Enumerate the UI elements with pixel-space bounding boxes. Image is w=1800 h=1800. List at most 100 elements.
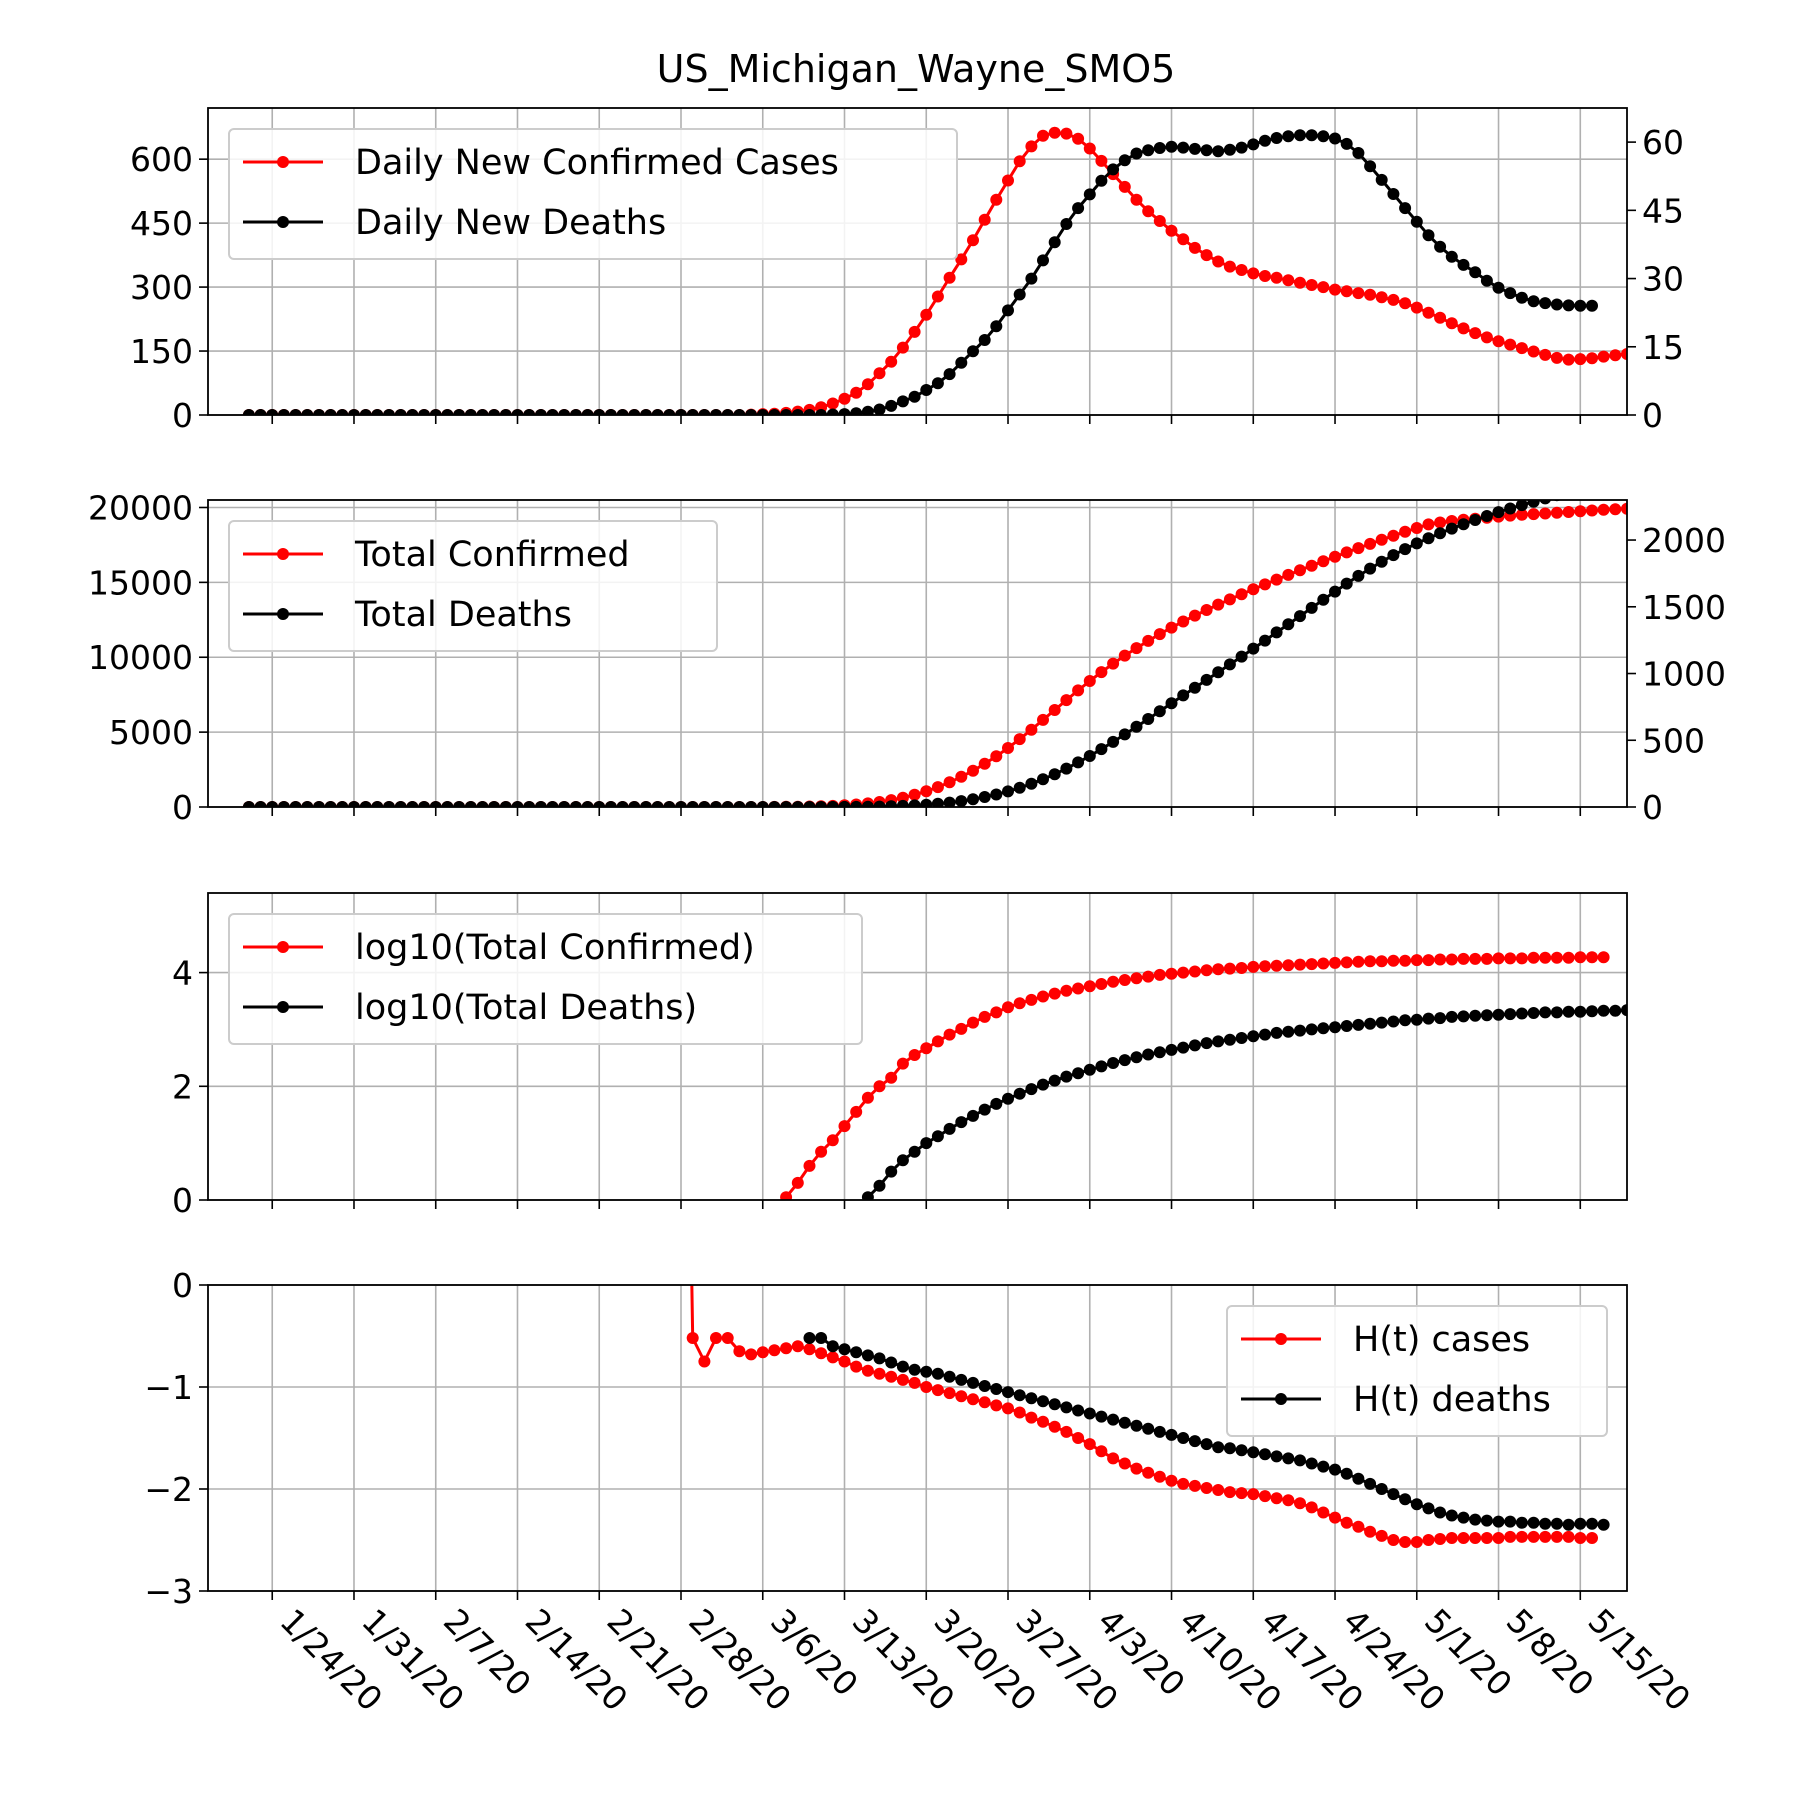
data-point-log10-total-confirmed [955, 1022, 968, 1035]
data-point-daily-new-deaths [558, 409, 571, 415]
data-point-h-t-deaths [1597, 1518, 1610, 1531]
data-point-log10-total-confirmed [1352, 955, 1365, 968]
data-point-h-t-deaths [1060, 1401, 1073, 1414]
data-point-total-deaths [1118, 728, 1131, 741]
data-point-h-t-cases [1130, 1462, 1143, 1475]
panels: 0 150 300 450 600 0 15 30 45 60 Daily New Confirme… [88, 107, 1726, 1611]
data-point-total-deaths [1305, 601, 1318, 614]
data-point-log10-total-deaths [1492, 1008, 1505, 1021]
data-point-log10-total-confirmed [1048, 987, 1061, 1000]
data-point-h-t-cases [710, 1332, 722, 1344]
data-point-total-confirmed [1282, 568, 1295, 581]
data-point-h-t-cases [1387, 1534, 1400, 1546]
data-point-daily-new-deaths [359, 409, 372, 415]
data-point-total-deaths [277, 801, 290, 807]
data-point-log10-total-confirmed [1072, 982, 1085, 995]
data-point-total-deaths [1223, 658, 1236, 671]
data-point-h-t-deaths [1387, 1488, 1400, 1501]
data-point-daily-new-deaths [1235, 141, 1248, 154]
data-point-log10-total-deaths [1048, 1074, 1061, 1087]
data-point-log10-total-confirmed [943, 1028, 956, 1041]
data-point-log10-total-deaths [1352, 1018, 1365, 1031]
data-point-h-t-cases [1422, 1534, 1435, 1546]
y-tick-label: 10000 [88, 638, 193, 677]
data-point-daily-new-confirmed-cases [1270, 271, 1283, 284]
y2-tick-label: 0 [1642, 396, 1663, 435]
legend-label-daily-new-confirmed-cases: Daily New Confirmed Cases [355, 143, 839, 183]
data-point-log10-total-confirmed [1259, 960, 1271, 973]
data-point-total-confirmed [1597, 503, 1610, 516]
data-point-h-t-deaths [815, 1332, 828, 1344]
data-point-daily-new-confirmed-cases [1364, 288, 1377, 301]
data-point-log10-total-deaths [861, 1191, 874, 1200]
data-point-daily-new-deaths [1387, 188, 1400, 200]
data-point-h-t-deaths [1177, 1432, 1190, 1444]
data-point-total-confirmed [1235, 588, 1248, 601]
data-point-h-t-cases [1095, 1445, 1108, 1458]
data-point-daily-new-deaths [978, 334, 991, 346]
data-point-daily-new-deaths [803, 409, 816, 415]
data-point-log10-total-confirmed [885, 1071, 898, 1084]
data-point-log10-total-confirmed [1515, 952, 1528, 965]
data-point-h-t-deaths [1083, 1407, 1096, 1420]
data-point-daily-new-deaths [1469, 266, 1482, 279]
data-point-h-t-cases [1235, 1487, 1248, 1500]
data-point-h-t-cases [756, 1346, 769, 1359]
data-point-daily-new-deaths [920, 384, 933, 396]
legend-box [228, 913, 863, 1045]
data-point-total-confirmed [1107, 657, 1120, 670]
y2-tick-label: 15 [1642, 328, 1684, 367]
data-point-log10-total-deaths [1177, 1041, 1190, 1054]
data-point-h-t-cases [850, 1360, 863, 1373]
data-point-h-t-deaths [978, 1380, 991, 1392]
y-tick-label: 4 [172, 954, 193, 993]
data-point-daily-new-deaths [721, 409, 734, 415]
data-point-total-deaths [1492, 506, 1505, 519]
data-point-daily-new-deaths [1118, 154, 1131, 167]
data-point-log10-total-confirmed [815, 1145, 828, 1158]
y-tick-label: 2 [172, 1067, 193, 1106]
data-point-total-deaths [1352, 569, 1365, 582]
data-point-total-deaths [1060, 762, 1073, 775]
data-point-daily-new-confirmed-cases [1574, 353, 1587, 366]
data-point-total-deaths [476, 801, 489, 807]
data-point-total-deaths [1410, 537, 1423, 550]
data-point-daily-new-confirmed-cases [1095, 154, 1108, 167]
data-point-h-t-deaths [1294, 1454, 1306, 1467]
data-point-total-deaths [499, 801, 512, 807]
data-point-daily-new-deaths [1399, 202, 1412, 215]
data-point-h-t-cases [896, 1373, 909, 1386]
data-point-log10-total-confirmed [1480, 952, 1493, 965]
data-point-daily-new-deaths [266, 409, 279, 415]
data-point-h-t-cases [1282, 1494, 1295, 1507]
y-tick-label: 300 [130, 268, 193, 307]
data-point-h-t-deaths [1153, 1425, 1166, 1438]
data-point-total-deaths [1153, 705, 1166, 718]
series-area [242, 500, 1627, 807]
data-point-daily-new-deaths [581, 409, 594, 415]
data-point-daily-new-deaths [663, 409, 676, 415]
data-point-h-t-deaths [850, 1346, 863, 1359]
data-point-h-t-cases [1352, 1520, 1365, 1533]
data-point-log10-total-confirmed [1188, 965, 1201, 978]
data-point-daily-new-deaths [768, 409, 781, 415]
data-point-total-deaths [429, 801, 442, 807]
data-point-daily-new-deaths [488, 409, 501, 415]
data-point-daily-new-deaths [1539, 297, 1552, 310]
data-point-daily-new-deaths [604, 409, 617, 415]
data-point-daily-new-confirmed-cases [1118, 180, 1131, 193]
data-point-daily-new-deaths [826, 408, 839, 415]
data-point-h-t-deaths [1399, 1493, 1412, 1506]
data-point-daily-new-confirmed-cases [1153, 215, 1166, 227]
data-point-log10-total-confirmed [1375, 955, 1388, 968]
data-point-total-deaths [1142, 713, 1155, 725]
data-point-daily-new-deaths [499, 409, 512, 415]
data-point-daily-new-deaths [1002, 304, 1014, 317]
data-point-h-t-cases [861, 1364, 874, 1377]
data-point-daily-new-confirmed-cases [1621, 348, 1627, 360]
data-point-log10-total-confirmed [1142, 970, 1155, 983]
data-point-daily-new-confirmed-cases [978, 213, 991, 226]
data-point-total-deaths [1375, 555, 1388, 568]
data-point-daily-new-deaths [1177, 141, 1190, 154]
